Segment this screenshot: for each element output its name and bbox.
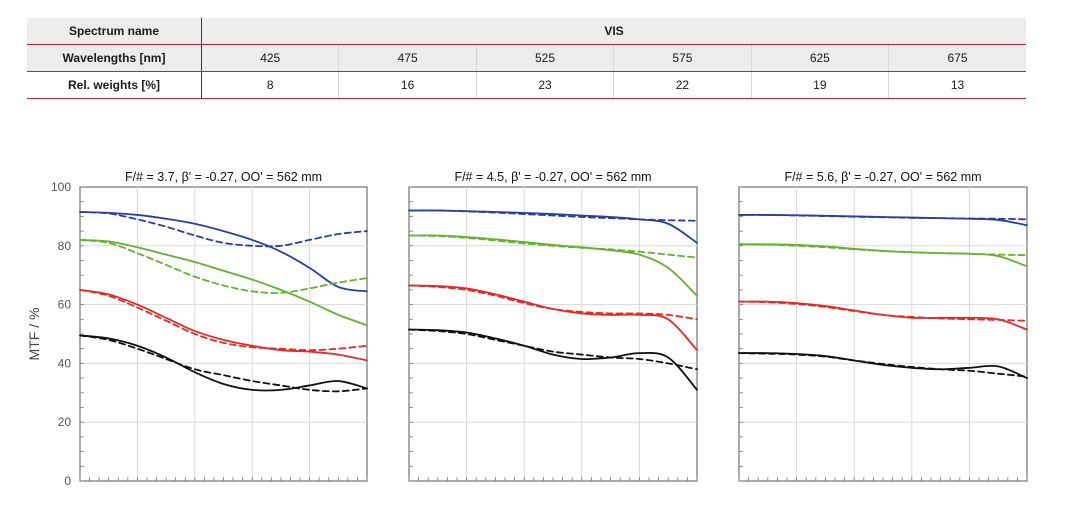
mtf-curve-dashed [738,243,1028,257]
wavelength-cell: 675 [888,44,1026,72]
wavelength-cell: 475 [338,44,477,72]
y-tick-label: 20 [58,415,72,429]
weight-cell: 19 [751,71,890,99]
wavelengths-row: Wavelengths [nm] 425 475 525 575 625 675 [27,44,1026,72]
mtf-curve-dashed [408,209,698,222]
mtf-curve-solid [79,239,368,327]
mtf-curve-dashed [738,300,1028,322]
plot-frame [408,186,698,482]
spectrum-name-row: Spectrum name VIS [27,18,1026,45]
mtf-panel-3: F/# = 5.6, β' = -0.27, OO' = 562 mm [738,170,1028,482]
y-tick-label: 0 [64,474,71,488]
weight-cell: 8 [201,71,340,99]
mtf-curve-dashed [408,234,698,259]
y-tick-label: 40 [58,356,72,370]
panel-title: F/# = 5.6, β' = -0.27, OO' = 562 mm [784,170,981,184]
mtf-curve-dashed [738,213,1028,221]
weight-cell: 13 [888,71,1026,99]
weight-cell: 16 [338,71,477,99]
weights-label: Rel. weights [%] [27,71,202,99]
plot-frame [738,186,1028,482]
wavelength-cell: 525 [476,44,615,72]
wavelength-cell: 575 [613,44,752,72]
wavelength-cell: 625 [751,44,890,72]
panel-title: F/# = 4.5, β' = -0.27, OO' = 562 mm [454,170,651,184]
mtf-panel-1: 0 20 40 60 80 100 MTF / % F/# = 3.7, β' = -0.27… [26,170,368,488]
panel-title: F/# = 3.7, β' = -0.27, OO' = 562 mm [125,170,322,184]
mtf-curve-dashed [738,352,1028,378]
mtf-curve-dashed [408,328,698,371]
mtf-curve-dashed [79,211,368,248]
wavelength-cell: 425 [201,44,340,72]
y-tick-label: 80 [58,239,72,253]
mtf-curve-dashed [79,289,368,352]
wavelengths-label: Wavelengths [nm] [27,44,202,72]
spectrum-table: Spectrum name VIS Wavelengths [nm] 425 4… [27,18,1026,99]
weights-row: Rel. weights [%] 8 16 23 22 19 13 [27,71,1026,99]
mtf-panel-2: F/# = 4.5, β' = -0.27, OO' = 562 mm [408,170,698,482]
plot-frame [79,186,368,482]
y-axis-label: MTF / % [26,308,42,361]
mtf-curve-solid [408,328,698,391]
mtf-curve-dashed [79,239,368,294]
y-tick-label: 100 [51,180,71,194]
mtf-curve-solid [79,289,368,362]
mtf-curve-dashed [79,334,368,393]
spectrum-name-value: VIS [201,18,1026,45]
mtf-curve-solid [79,334,368,392]
mtf-curve-solid [79,211,368,293]
weight-cell: 22 [613,71,752,99]
weight-cell: 23 [476,71,615,99]
y-tick-label: 60 [58,298,72,312]
mtf-curve-dashed [408,284,698,321]
spectrum-name-label: Spectrum name [27,18,202,45]
